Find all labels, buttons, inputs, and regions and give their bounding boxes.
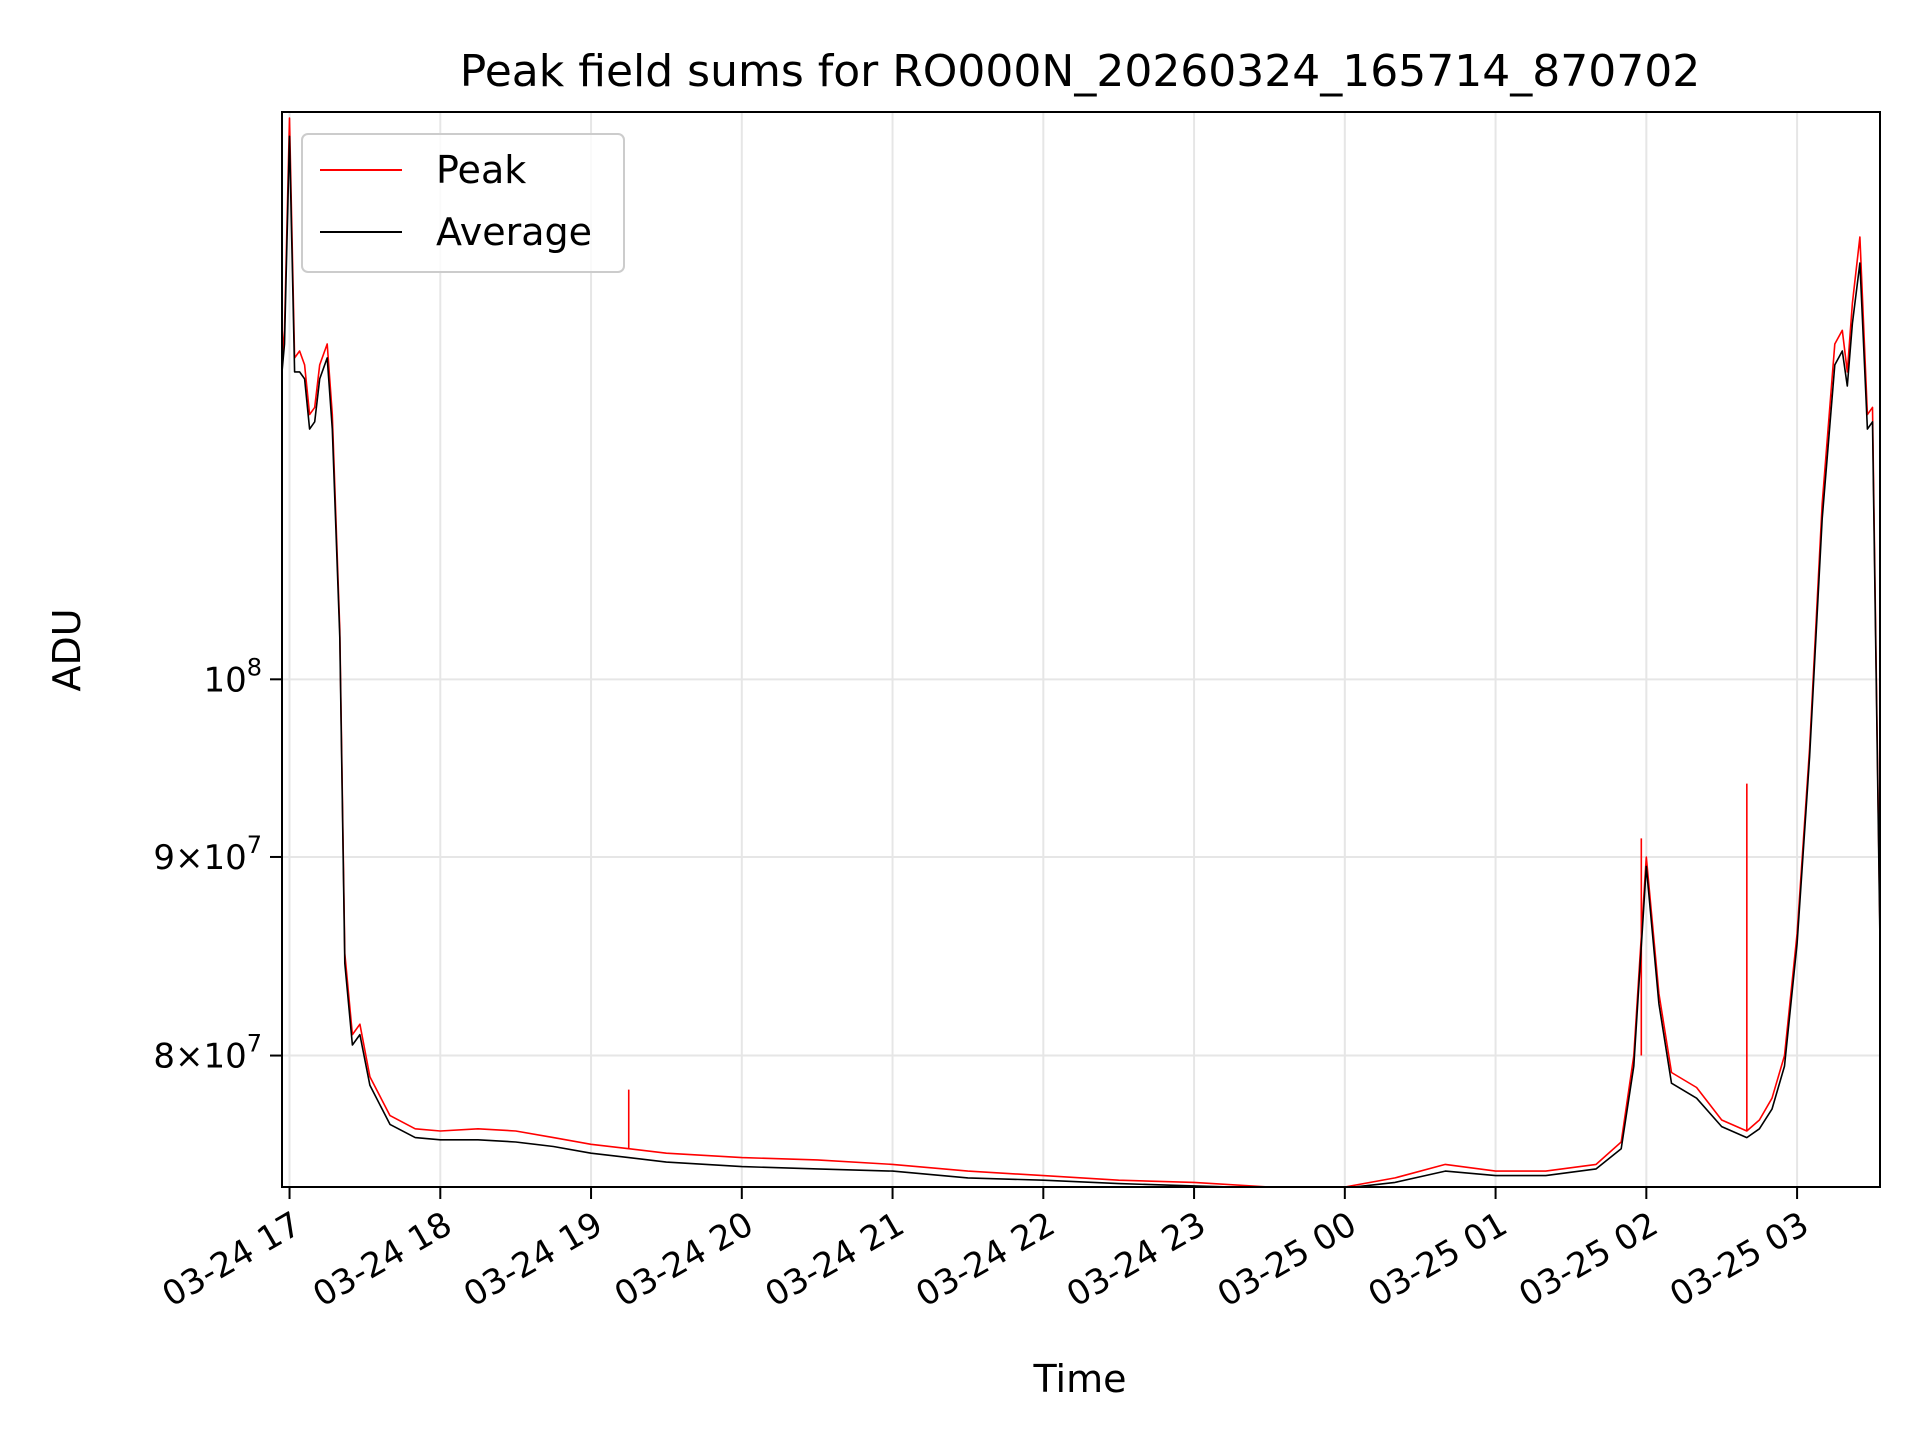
grid-lines: [282, 112, 1880, 1187]
y-tick-label: 9×107: [153, 831, 262, 878]
y-tick-label: 8×107: [153, 1030, 262, 1077]
y-axis-label: ADU: [45, 608, 89, 691]
chart-title: Peak field sums for RO000N_20260324_1657…: [460, 46, 1700, 97]
legend-peak-label: Peak: [436, 148, 526, 192]
x-axis-label: Time: [1033, 1357, 1127, 1401]
legend-average-label: Average: [436, 210, 592, 254]
legend: Peak Average: [301, 133, 625, 273]
plot-series: [282, 117, 1880, 1187]
legend-box: [301, 133, 625, 273]
y-axis-ticks: 8×107 9×107 108: [153, 653, 282, 1077]
series-line-average: [282, 135, 1880, 1187]
y-tick-label: 108: [203, 653, 262, 700]
plot-frame: [281, 111, 1881, 1188]
